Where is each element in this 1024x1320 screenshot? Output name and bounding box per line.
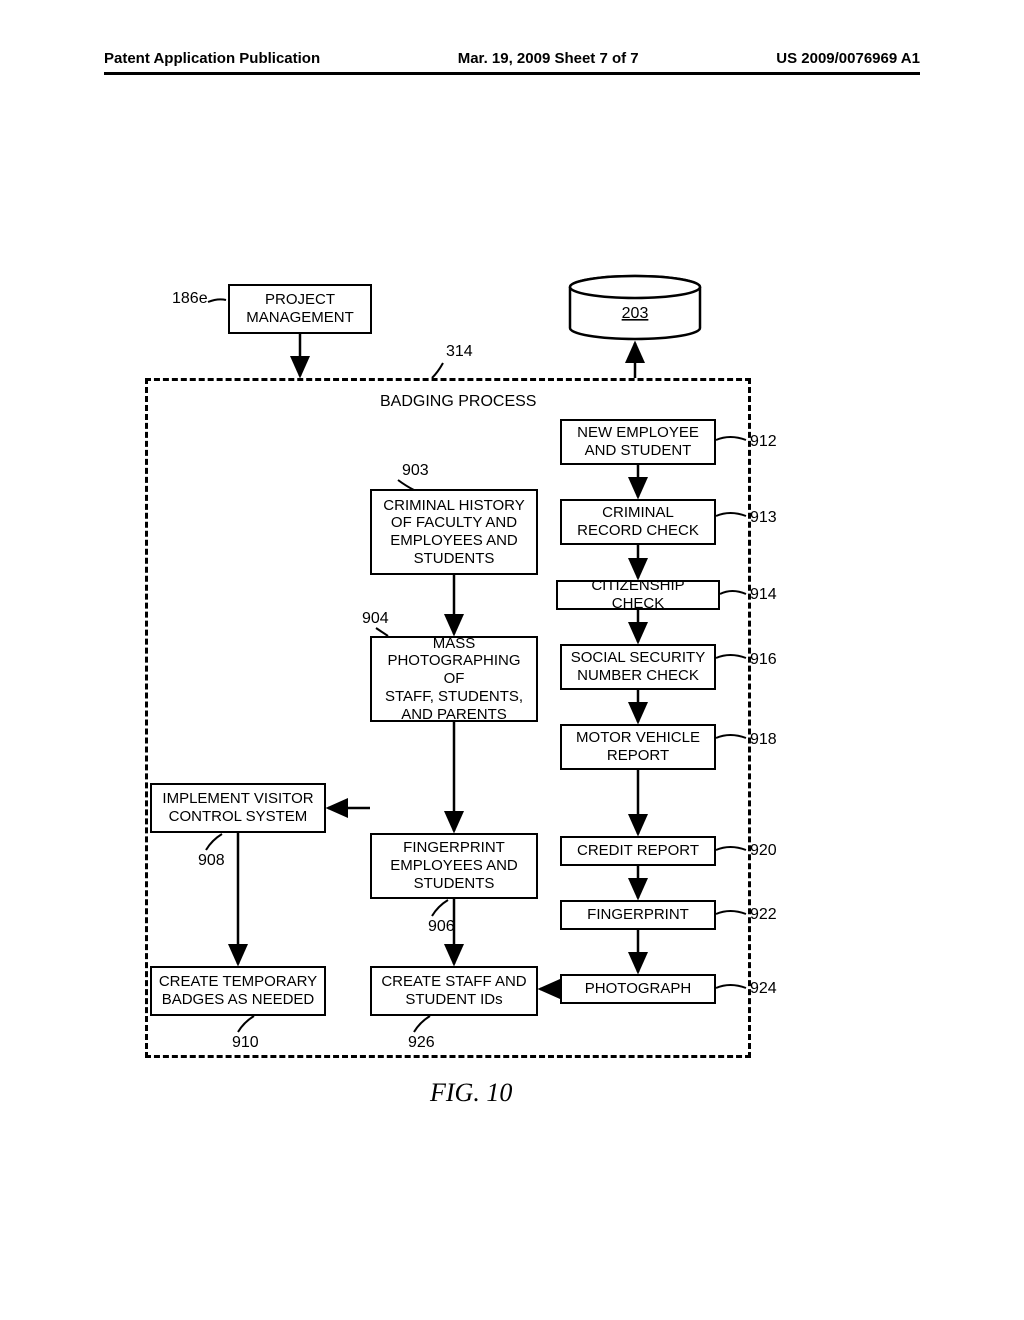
mass-photographing-box: MASSPHOTOGRAPHING OFSTAFF, STUDENTS,AND … bbox=[370, 636, 538, 722]
ref-903: 903 bbox=[402, 462, 429, 480]
ref-924: 924 bbox=[750, 980, 777, 998]
badging-process-title: BADGING PROCESS bbox=[380, 393, 536, 411]
criminal-record-check-box: CRIMINALRECORD CHECK bbox=[560, 499, 716, 545]
ref-910: 910 bbox=[232, 1034, 259, 1052]
credit-report-box: CREDIT REPORT bbox=[560, 836, 716, 866]
criminal-history-box: CRIMINAL HISTORYOF FACULTY ANDEMPLOYEES … bbox=[370, 489, 538, 575]
ref-914: 914 bbox=[750, 586, 777, 604]
ref-314: 314 bbox=[446, 343, 473, 361]
ssn-check-box: SOCIAL SECURITYNUMBER CHECK bbox=[560, 644, 716, 690]
citizenship-check-box: CITIZENSHIP CHECK bbox=[556, 580, 720, 610]
ref-186e: 186e bbox=[172, 290, 208, 308]
visitor-control-box: IMPLEMENT VISITORCONTROL SYSTEM bbox=[150, 783, 326, 833]
ref-912: 912 bbox=[750, 433, 777, 451]
ref-913: 913 bbox=[750, 509, 777, 527]
ref-920: 920 bbox=[750, 842, 777, 860]
ref-918: 918 bbox=[750, 731, 777, 749]
ref-904: 904 bbox=[362, 610, 389, 628]
ref-908: 908 bbox=[198, 852, 225, 870]
create-staff-ids-box: CREATE STAFF ANDSTUDENT IDs bbox=[370, 966, 538, 1016]
db-label: 203 bbox=[622, 305, 649, 322]
ref-922: 922 bbox=[750, 906, 777, 924]
ref-926: 926 bbox=[408, 1034, 435, 1052]
project-management-box: PROJECTMANAGEMENT bbox=[228, 284, 372, 334]
photograph-box: PHOTOGRAPH bbox=[560, 974, 716, 1004]
mvr-box: MOTOR VEHICLEREPORT bbox=[560, 724, 716, 770]
temp-badges-box: CREATE TEMPORARYBADGES AS NEEDED bbox=[150, 966, 326, 1016]
diagram-canvas: 203 bbox=[0, 0, 1024, 1320]
fingerprint-employees-box: FINGERPRINTEMPLOYEES ANDSTUDENTS bbox=[370, 833, 538, 899]
fingerprint-box: FINGERPRINT bbox=[560, 900, 716, 930]
ref-906: 906 bbox=[428, 918, 455, 936]
new-employee-box: NEW EMPLOYEEAND STUDENT bbox=[560, 419, 716, 465]
figure-caption: FIG. 10 bbox=[430, 1078, 512, 1108]
ref-916: 916 bbox=[750, 651, 777, 669]
